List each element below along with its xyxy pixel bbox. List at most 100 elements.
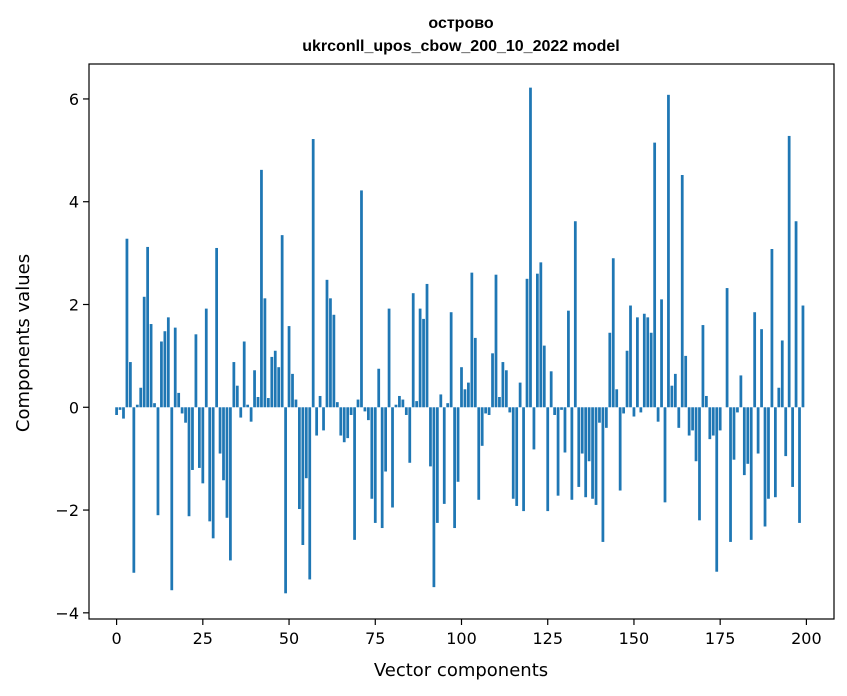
bar-124 (542, 345, 546, 408)
bar-171 (705, 395, 708, 408)
bar-77 (380, 407, 384, 529)
bar-43 (263, 298, 267, 408)
bar-19 (180, 407, 184, 414)
bar-108 (487, 407, 491, 415)
bar-131 (567, 310, 570, 408)
bar-27 (208, 407, 212, 522)
bar-86 (411, 293, 415, 408)
bar-138 (591, 407, 594, 499)
y-axis-label: Components values (13, 254, 34, 432)
y-tick-label: 2 (69, 296, 79, 315)
bar-65 (339, 407, 343, 436)
bar-52 (294, 399, 298, 408)
bar-4 (129, 362, 132, 408)
bar-34 (232, 362, 236, 408)
chart-title: острово (428, 15, 493, 32)
y-tick-label: 0 (69, 398, 79, 417)
bar-151 (636, 317, 639, 408)
bar-36 (239, 407, 243, 418)
bar-39 (249, 407, 253, 422)
bar-181 (739, 375, 743, 408)
bar-22 (191, 407, 194, 470)
chart-subtitle: ukrconll_upos_cbow_200_10_2022 model (302, 38, 619, 55)
bar-158 (660, 299, 663, 408)
bar-100 (460, 367, 463, 408)
bar-3 (125, 238, 129, 408)
bar-46 (273, 350, 277, 408)
bar-67 (346, 407, 350, 439)
bar-20 (184, 407, 187, 423)
bar-47 (277, 367, 281, 408)
bar-140 (598, 407, 601, 423)
bar-87 (415, 401, 419, 408)
bar-1 (118, 407, 122, 410)
x-tick-label: 25 (193, 629, 213, 648)
bar-121 (532, 407, 536, 450)
bar-157 (656, 407, 660, 422)
bar-122 (536, 273, 539, 408)
bar-196 (791, 407, 794, 487)
bar-15 (166, 317, 170, 408)
bar-61 (325, 279, 329, 408)
bar-198 (798, 407, 801, 523)
bar-147 (622, 407, 625, 414)
bar-178 (729, 407, 732, 542)
bar-35 (235, 385, 239, 408)
bar-188 (763, 407, 767, 527)
bar-6 (135, 404, 139, 408)
bar-80 (391, 407, 394, 508)
bar-186 (756, 407, 760, 454)
bar-145 (615, 389, 619, 408)
bar-180 (736, 407, 739, 413)
bar-175 (718, 407, 722, 431)
bar-29 (215, 247, 218, 408)
bar-48 (280, 235, 284, 408)
bar-197 (794, 221, 798, 408)
bar-144 (611, 258, 615, 408)
bar-135 (580, 407, 584, 454)
bar-98 (453, 407, 456, 529)
bar-88 (418, 308, 422, 408)
bar-89 (422, 318, 425, 408)
bar-63 (332, 314, 336, 408)
bar-10 (149, 324, 153, 408)
bar-83 (401, 399, 405, 408)
bar-18 (177, 392, 181, 408)
bar-195 (787, 135, 791, 408)
bar-113 (504, 370, 508, 408)
bar-53 (298, 407, 301, 510)
bar-146 (618, 407, 622, 491)
bar-93 (435, 407, 439, 523)
bar-112 (501, 362, 505, 408)
bar-11 (153, 403, 156, 408)
bar-129 (560, 407, 563, 410)
bar-37 (242, 341, 246, 408)
bar-117 (518, 382, 522, 408)
bar-172 (708, 407, 712, 440)
bar-177 (725, 288, 729, 408)
bar-111 (498, 397, 501, 408)
bar-128 (556, 407, 560, 496)
bar-126 (549, 371, 553, 408)
bar-69 (353, 407, 356, 540)
bar-166 (687, 407, 691, 436)
bar-153 (642, 313, 646, 408)
bar-38 (246, 404, 250, 408)
bar-31 (222, 407, 225, 481)
bar-150 (632, 407, 636, 417)
bar-185 (753, 312, 757, 408)
bar-159 (663, 407, 667, 503)
bar-28 (211, 407, 215, 539)
bar-169 (698, 407, 701, 521)
bar-118 (522, 407, 525, 512)
bar-51 (291, 373, 294, 408)
bar-116 (515, 407, 519, 506)
bar-30 (218, 407, 222, 454)
bar-149 (629, 305, 632, 408)
bar-174 (715, 407, 719, 572)
y-tick-label: 6 (69, 90, 79, 109)
bar-95 (442, 407, 446, 504)
y-axis-ticks: −4 −2 0 2 4 6 (55, 90, 89, 623)
bar-81 (394, 404, 398, 408)
x-tick-label: 125 (532, 629, 563, 648)
